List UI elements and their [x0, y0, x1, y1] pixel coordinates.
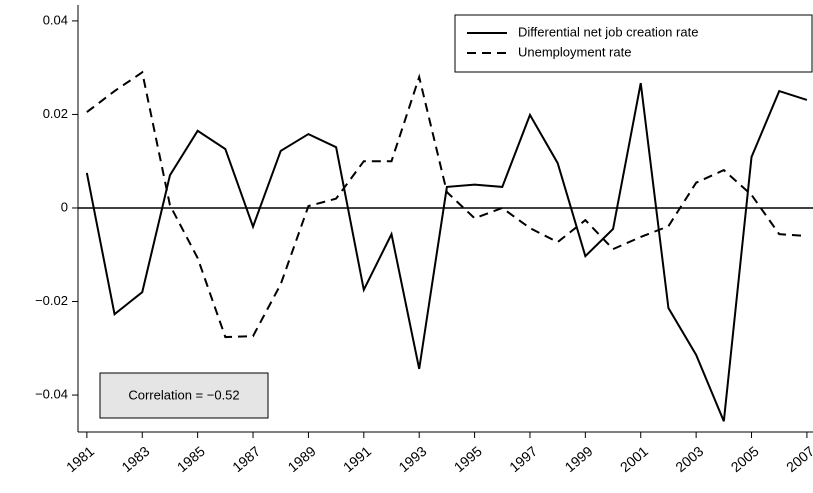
legend-label: Differential net job creation rate	[518, 24, 698, 39]
annotation-box	[99, 372, 269, 419]
x-tick-label: 2005	[728, 443, 762, 475]
x-tick-label: 1999	[562, 443, 596, 475]
series-line	[85, 82, 808, 422]
x-tick-label: 1989	[285, 443, 319, 475]
x-tick-label: 1985	[174, 443, 208, 475]
x-tick-label: 1983	[118, 443, 152, 475]
y-tick-label: −0.04	[35, 386, 68, 401]
series-line	[86, 70, 807, 339]
x-tick-label: 1997	[506, 443, 540, 475]
legend	[454, 14, 813, 73]
x-tick-label: 1981	[63, 443, 97, 475]
x-tick-label: 1993	[395, 443, 429, 475]
y-tick-label: 0	[61, 199, 68, 214]
x-tick-label: 2007	[783, 443, 813, 475]
x-tick-label: 2001	[617, 443, 651, 475]
y-tick-label: 0.04	[43, 12, 68, 27]
legend-label: Unemployment rate	[518, 44, 631, 59]
x-tick-label: 1987	[229, 443, 263, 475]
x-tick-label: 2003	[672, 443, 706, 475]
y-tick-label: −0.02	[35, 293, 68, 308]
y-tick-label: 0.02	[43, 106, 68, 121]
x-tick-label: 1995	[451, 443, 485, 475]
x-tick-label: 1991	[340, 443, 374, 475]
annotation: Correlation = −0.52	[128, 387, 239, 402]
